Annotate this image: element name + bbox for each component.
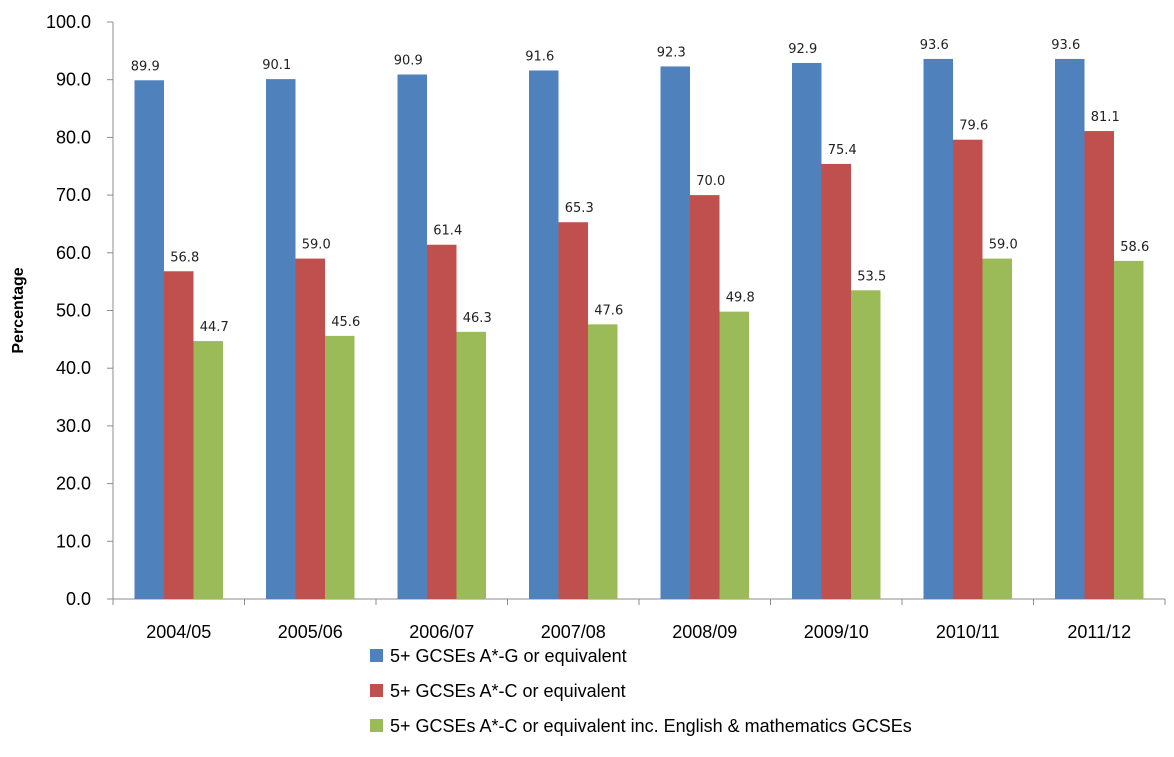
data-label: 90.1 [262, 58, 291, 73]
bar-2004-05-series-1 [134, 80, 164, 600]
bar-2011-12-series-3 [1114, 260, 1144, 599]
bars [134, 58, 1144, 600]
y-axis-title-group: Percentage [10, 267, 27, 353]
y-tick-label: 0.0 [66, 589, 91, 609]
y-axis-title: Percentage [10, 267, 27, 353]
bar-2010-11-series-2 [953, 139, 983, 599]
x-category-label: 2004/05 [146, 622, 211, 642]
bar-2006-07-series-1 [397, 74, 427, 599]
bar-2010-11-series-3 [982, 258, 1012, 599]
data-label: 81.1 [1091, 110, 1120, 125]
legend-swatch-series-1 [370, 649, 383, 662]
data-label: 65.3 [565, 201, 594, 216]
legend-swatch-series-2 [370, 684, 383, 697]
y-tick-label: 70.0 [56, 185, 91, 205]
bar-2008-09-series-2 [690, 195, 720, 599]
y-tick-label: 30.0 [56, 416, 91, 436]
data-label: 58.6 [1120, 240, 1149, 255]
data-label: 93.6 [920, 38, 949, 53]
bar-2009-10-series-2 [821, 163, 851, 599]
data-label: 92.9 [788, 42, 817, 57]
x-category-label: 2006/07 [409, 622, 474, 642]
data-label: 90.9 [394, 54, 423, 69]
bar-2007-08-series-3 [588, 324, 618, 599]
legend: 5+ GCSEs A*-G or equivalent 5+ GCSEs A*-C… [370, 646, 912, 736]
legend-swatch-series-3 [370, 719, 383, 732]
x-category-label: 2009/10 [804, 622, 869, 642]
x-category-label: 2007/08 [541, 622, 606, 642]
y-axis-ticks: 0.0 10.0 20.0 30.0 40.0 50.0 60.0 70.0 80.0 90.0 1… [46, 12, 91, 609]
bar-2004-05-series-2 [164, 271, 194, 599]
data-label: 59.0 [989, 238, 1018, 253]
bar-2009-10-series-3 [851, 290, 881, 599]
y-tick-label: 40.0 [56, 358, 91, 378]
y-tick-label: 10.0 [56, 531, 91, 551]
bar-2005-06-series-3 [325, 335, 355, 599]
data-label: 70.0 [696, 174, 725, 189]
data-label: 53.5 [857, 269, 886, 284]
data-label: 59.0 [302, 238, 331, 253]
data-label: 56.8 [170, 250, 199, 265]
data-label: 44.7 [200, 320, 229, 335]
data-label: 92.3 [657, 45, 686, 60]
y-tick-label: 50.0 [56, 301, 91, 321]
bar-2008-09-series-3 [719, 311, 749, 599]
legend-label-series-2: 5+ GCSEs A*-C or equivalent [390, 681, 626, 701]
data-label: 61.4 [433, 224, 462, 239]
bar-2007-08-series-1 [529, 70, 559, 599]
data-label: 79.6 [959, 119, 988, 134]
legend-label-series-3: 5+ GCSEs A*-C or equivalent inc. English… [390, 716, 912, 736]
bar-2011-12-series-2 [1084, 131, 1114, 600]
data-labels: 89.9 56.8 44.7 90.1 59.0 45.6 90.9 61.4 46.3 91.6… [131, 38, 1149, 335]
bar-2005-06-series-1 [266, 79, 296, 600]
x-category-label: 2005/06 [278, 622, 343, 642]
bar-2009-10-series-1 [792, 62, 822, 600]
category-labels: 2004/05 2005/06 2006/07 2007/08 2008/09 2009/… [146, 622, 1131, 642]
bar-2006-07-series-3 [456, 331, 486, 599]
data-label: 46.3 [463, 311, 492, 326]
bar-2006-07-series-2 [427, 244, 457, 600]
data-label: 47.6 [594, 303, 623, 318]
y-tick-label: 100.0 [46, 12, 91, 32]
bar-2004-05-series-3 [193, 341, 223, 599]
y-tick-label: 60.0 [56, 243, 91, 263]
data-label: 49.8 [726, 291, 755, 306]
y-tick-label: 80.0 [56, 127, 91, 147]
x-category-label: 2010/11 [936, 622, 1000, 642]
bar-2005-06-series-2 [295, 258, 325, 599]
x-category-label: 2011/12 [1067, 622, 1131, 642]
x-category-label: 2008/09 [672, 622, 737, 642]
y-tick-label: 20.0 [56, 474, 91, 494]
data-label: 91.6 [525, 49, 554, 64]
data-label: 75.4 [828, 143, 857, 158]
data-label: 93.6 [1051, 38, 1080, 53]
bar-2010-11-series-1 [923, 58, 953, 600]
y-tick-label: 90.0 [56, 70, 91, 90]
bar-2011-12-series-1 [1055, 58, 1085, 600]
legend-label-series-1: 5+ GCSEs A*-G or equivalent [390, 646, 627, 666]
bar-2008-09-series-1 [660, 66, 690, 599]
bar-2007-08-series-2 [558, 222, 588, 599]
data-label: 89.9 [131, 59, 160, 74]
data-label: 45.6 [331, 315, 360, 330]
